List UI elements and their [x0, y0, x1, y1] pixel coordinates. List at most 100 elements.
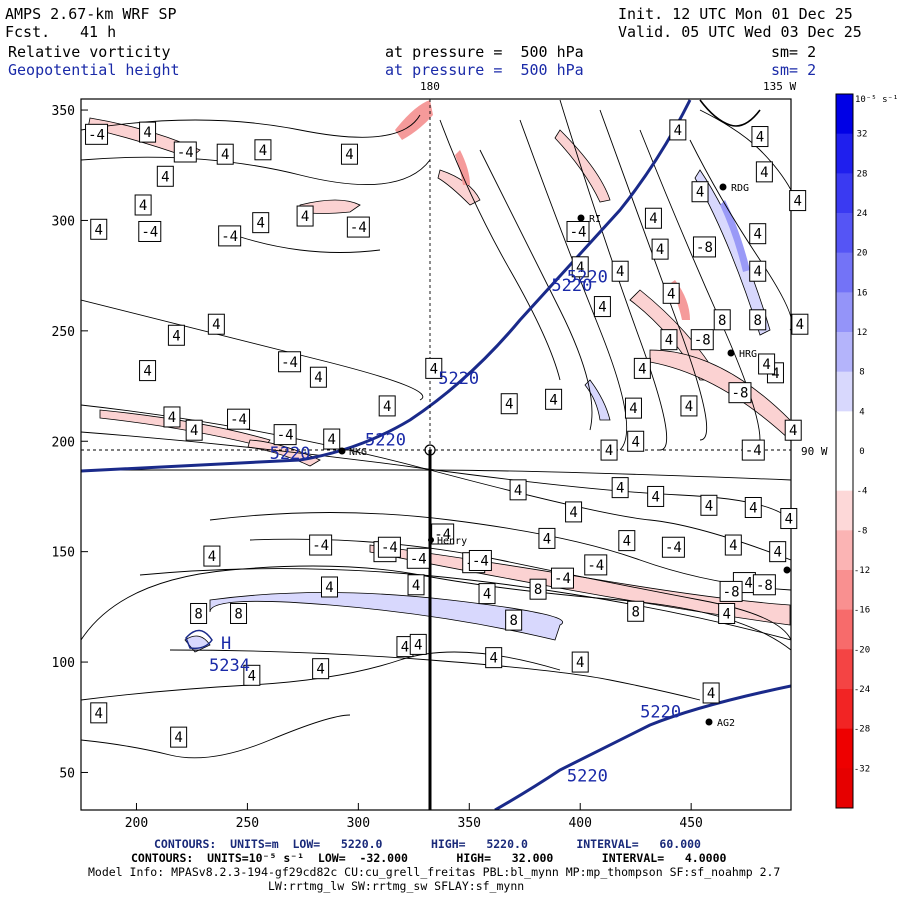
- contour-label: -4: [468, 549, 492, 571]
- contour-label-text: -4: [665, 540, 682, 556]
- contour-label-text: 4: [95, 222, 103, 238]
- x-tick-label: 250: [236, 816, 259, 831]
- contour-label-text: 8: [234, 606, 242, 622]
- contour-label: -4: [138, 220, 162, 242]
- contour-label: -4: [309, 534, 333, 556]
- contour-label-text: -4: [410, 551, 427, 567]
- contour-label: 4: [618, 530, 636, 552]
- colorbar-swatch: [836, 530, 853, 571]
- contour-label-text: -8: [723, 584, 740, 600]
- colorbar-swatch: [836, 689, 853, 730]
- x-tick-label: 300: [347, 816, 370, 831]
- contour-label: 4: [167, 324, 185, 346]
- contour-label: 4: [700, 494, 718, 516]
- contour-label: 4: [647, 485, 665, 507]
- contour-label: -4: [85, 123, 109, 145]
- colorbar-swatch: [836, 649, 853, 690]
- thick-contour: [699, 99, 761, 127]
- contour-label: 4: [565, 501, 583, 523]
- contour-label: 4: [784, 419, 802, 441]
- contour-label: 4: [163, 406, 181, 428]
- contour-label-text: 4: [729, 538, 737, 554]
- contour-label: -4: [227, 408, 251, 430]
- contour-label-text: 4: [605, 443, 613, 459]
- contour-label-text: -4: [221, 229, 238, 245]
- contour-label-text: 4: [616, 481, 624, 497]
- contour-label-text: -4: [350, 220, 367, 236]
- field2-smoothing: sm= 2: [771, 61, 817, 79]
- contour-label: 4: [571, 651, 589, 673]
- contour-label: 8: [505, 609, 523, 631]
- contour-label-text: 4: [638, 361, 646, 377]
- contour-label-text: 4: [221, 147, 229, 163]
- svg-text:RI: RI: [589, 214, 601, 225]
- contour-label-text: 4: [649, 211, 657, 227]
- contour-label: -4: [377, 536, 401, 558]
- contour-label-text: 4: [172, 328, 180, 344]
- colorbar-swatch: [836, 451, 853, 492]
- colorbar-tick: 12: [857, 328, 868, 338]
- contour-label-text: 4: [383, 399, 391, 415]
- contour-label: 4: [139, 360, 157, 382]
- contour-label: 4: [624, 397, 642, 419]
- contour-label-text: 4: [412, 578, 420, 594]
- contour-label: 4: [203, 545, 221, 567]
- contour-label-text: -4: [745, 443, 762, 459]
- svg-text:Henry: Henry: [437, 536, 467, 547]
- contour-label: 4: [627, 430, 645, 452]
- contour-label: 4: [409, 633, 427, 655]
- contour-label: 4: [724, 534, 742, 556]
- y-tick-label: 50: [59, 766, 75, 781]
- station-hrg: HRG: [727, 349, 757, 360]
- lon-label-90w: 90 W: [801, 445, 828, 458]
- contour-label-text: 4: [248, 668, 256, 684]
- contour-label-text: 8: [718, 313, 726, 329]
- colorbar-swatch: [836, 252, 853, 293]
- contour-label: 4: [252, 212, 270, 234]
- x-tick-label: 350: [458, 816, 481, 831]
- contour-label: 4: [509, 479, 527, 501]
- contour-label-text: 4: [665, 333, 673, 349]
- contour-label-text: 4: [549, 392, 557, 408]
- contour-label: 4: [749, 223, 767, 245]
- contour-label: 4: [611, 260, 629, 282]
- high-contour: [185, 629, 213, 650]
- contour-label-text: -4: [570, 224, 587, 240]
- contour-label: 4: [571, 256, 589, 278]
- field1-name: Relative vorticity: [8, 43, 171, 61]
- y-tick-label: 100: [52, 656, 75, 671]
- colorbar-tick: 24: [857, 209, 868, 219]
- contour-label-text: 4: [749, 500, 757, 516]
- contour-label: 4: [90, 218, 108, 240]
- contour-label-text: -8: [732, 386, 749, 402]
- contour-label: 4: [134, 194, 152, 216]
- contour-label-text: -4: [381, 540, 398, 556]
- x-tick-label: 450: [679, 816, 702, 831]
- contour-label: -4: [173, 141, 197, 163]
- contour-label: -8: [752, 574, 776, 596]
- contour-label: 4: [478, 583, 496, 605]
- contour-label-text: 8: [509, 613, 517, 629]
- contour-label-text: 4: [161, 169, 169, 185]
- contour-label-text: 4: [325, 580, 333, 596]
- svg-text:RDG: RDG: [731, 183, 749, 194]
- contour-label: 4: [593, 296, 611, 318]
- contour-label-text: 8: [534, 582, 542, 598]
- contour-label-text: -4: [177, 145, 194, 161]
- contour-label-text: 4: [616, 264, 624, 280]
- station-ri: RI: [577, 214, 601, 225]
- contour-label-text: 4: [576, 655, 584, 671]
- contour-label: 8: [749, 309, 767, 331]
- contour-label-text: -4: [434, 527, 451, 543]
- contour-label: -8: [719, 580, 743, 602]
- colorbar-frame: [835, 93, 854, 809]
- contour-label-text: 4: [705, 498, 713, 514]
- contour-label-text: 4: [345, 147, 353, 163]
- colorbar-unit: 10⁻⁵ s⁻¹: [855, 95, 898, 105]
- contour-label-text: 4: [629, 401, 637, 417]
- station-nkg: NKG: [338, 447, 367, 458]
- contour-label: 4: [90, 702, 108, 724]
- contour-label-text: -4: [554, 571, 571, 587]
- contour-label-text: 4: [401, 640, 409, 656]
- colorbar-swatch: [836, 609, 853, 650]
